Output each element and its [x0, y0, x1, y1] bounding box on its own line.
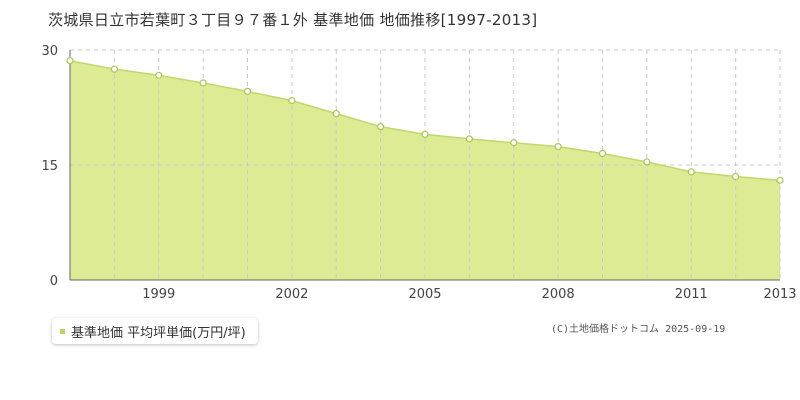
- data-point: [465, 135, 473, 143]
- data-point: [598, 149, 607, 158]
- y-tick-label: 15: [41, 159, 58, 174]
- data-point: [332, 110, 340, 118]
- data-point: [421, 130, 429, 138]
- x-tick-label: 2005: [408, 287, 441, 302]
- chart-legend: 基準地価 平均坪単価(万円/坪): [52, 318, 258, 344]
- copyright-credit: (C)土地価格ドットコム 2025-09-19: [551, 324, 726, 335]
- data-point: [377, 123, 385, 131]
- legend-label: 基準地価 平均坪単価(万円/坪): [71, 325, 246, 341]
- x-tick-label: 2008: [542, 287, 575, 302]
- x-tick-label: 2002: [275, 287, 308, 302]
- data-point: [66, 57, 74, 65]
- y-tick-label: 30: [41, 44, 58, 59]
- data-point: [776, 176, 784, 184]
- y-tick-label: 0: [50, 274, 58, 289]
- data-point: [510, 139, 518, 147]
- data-point: [155, 71, 163, 79]
- data-point: [554, 143, 562, 151]
- data-point: [643, 158, 651, 166]
- data-point: [243, 87, 252, 96]
- chart-title: 茨城県日立市若葉町３丁目９７番１外 基準地価 地価推移[1997-2013]: [48, 11, 538, 29]
- x-tick-label: 1999: [142, 287, 175, 302]
- x-tick-label: 2011: [675, 287, 708, 302]
- data-point: [732, 172, 740, 181]
- data-point: [199, 79, 207, 87]
- data-point: [687, 168, 695, 176]
- x-tick-label: 2013: [763, 287, 796, 302]
- data-point: [288, 96, 296, 105]
- legend-swatch: [60, 328, 65, 334]
- data-point: [110, 65, 118, 73]
